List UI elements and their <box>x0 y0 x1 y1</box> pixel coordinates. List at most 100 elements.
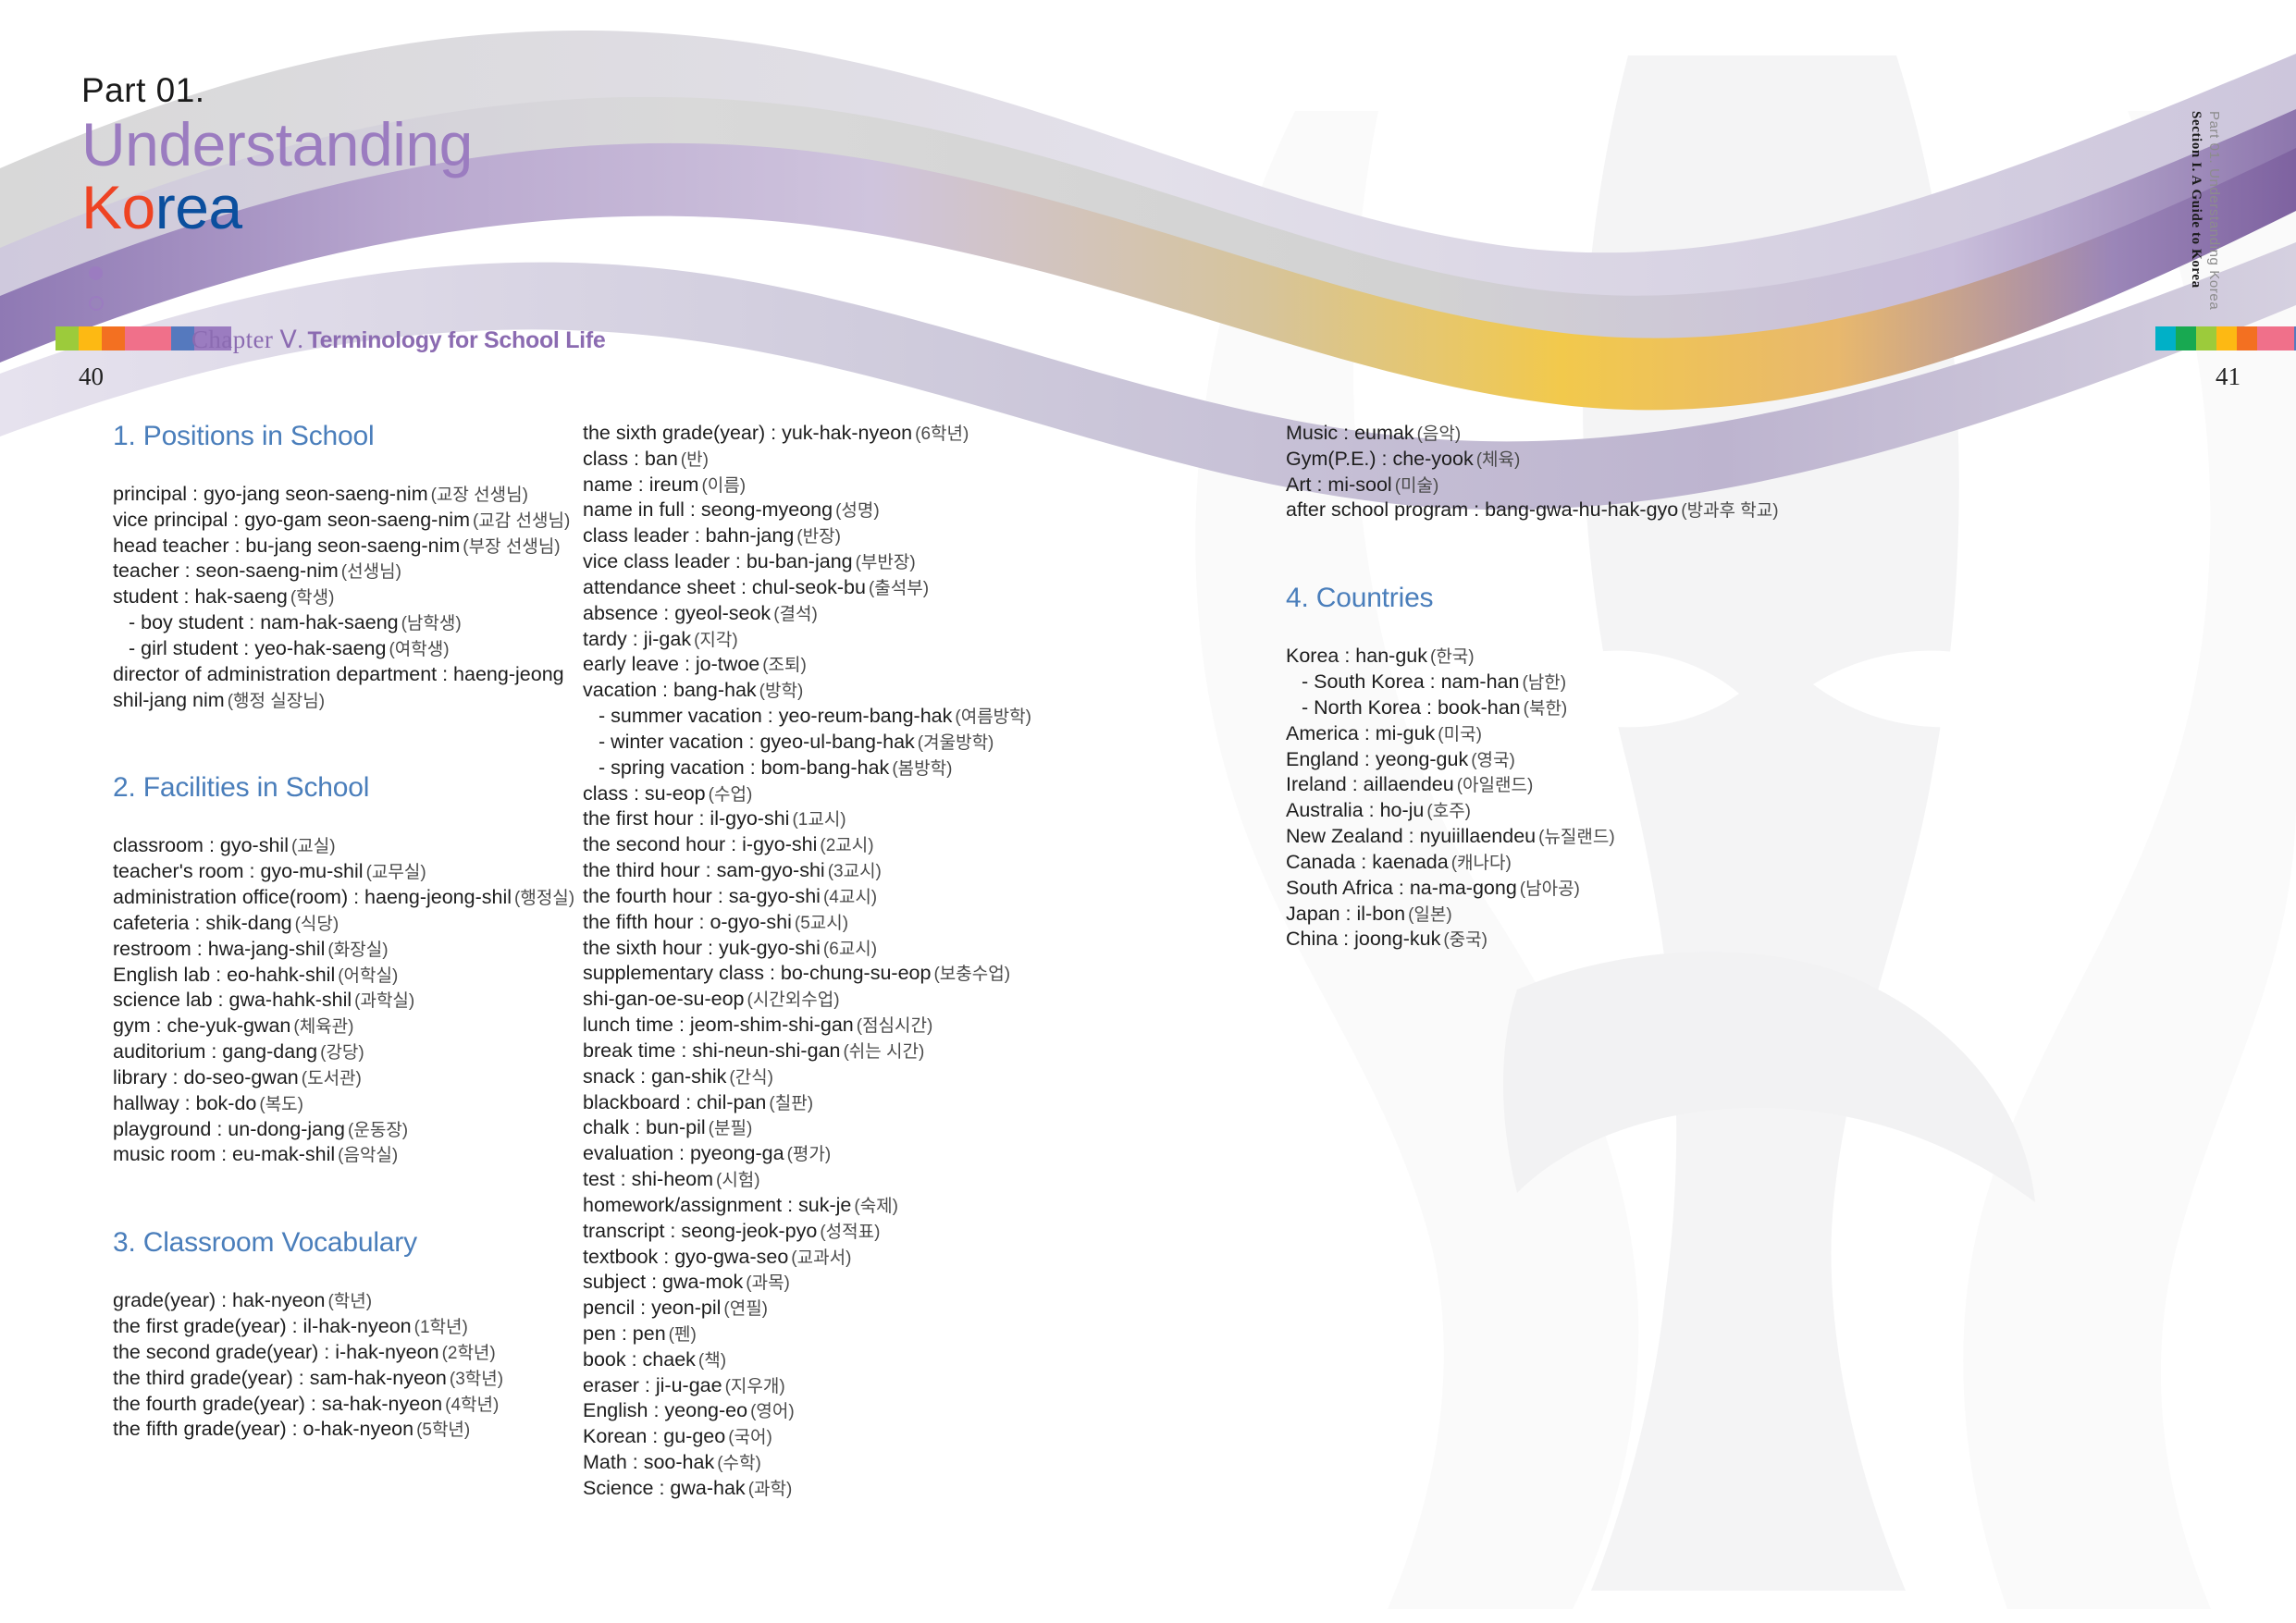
vocabulary-entry: chalk : bun-pil (분필) <box>583 1115 1064 1141</box>
vocabulary-term: name in full : seong-myeong <box>583 498 833 522</box>
page-header: Part 01. Understanding Korea <box>81 71 473 241</box>
vocabulary-term: the first grade(year) : il-hak-nyeon <box>113 1315 412 1338</box>
vocabulary-entry: student : hak-saeng (학생) <box>113 584 585 610</box>
vocabulary-term: gym : che-yuk-gwan <box>113 1014 291 1038</box>
vocabulary-entry: shi-gan-oe-su-eop (시간외수업) <box>583 987 1064 1013</box>
vocabulary-term: America : mi-guk <box>1286 721 1436 744</box>
vocabulary-term: Math : soo-hak <box>583 1451 715 1474</box>
vocabulary-term: Ireland : aillaendeu <box>1286 773 1454 796</box>
vocabulary-hangul: (일본) <box>1408 904 1452 925</box>
vocabulary-term: teacher's room : gyo-mu-shil <box>113 860 364 883</box>
vocabulary-term: principal : gyo-jang seon-saeng-nim <box>113 483 428 505</box>
vocabulary-entry: the fifth hour : o-gyo-shi (5교시) <box>583 910 1064 936</box>
vocabulary-hangul: (운동장) <box>348 1120 409 1140</box>
right-color-swatch-bar <box>2155 326 2296 350</box>
bullet-dots <box>89 266 104 311</box>
vocabulary-term: book : chaek <box>583 1347 696 1371</box>
vocabulary-entry: absence : gyeol-seok (결석) <box>583 601 1064 627</box>
sidebar-section-label: Section I. A Guide to Korea <box>2189 111 2203 289</box>
vocabulary-entry: the sixth hour : yuk-gyo-shi (6교시) <box>583 936 1064 962</box>
vocabulary-hangul: (교실) <box>290 837 336 857</box>
vocabulary-hangul: (6교시) <box>822 939 878 959</box>
vocabulary-term: the third hour : sam-gyo-shi <box>583 859 825 882</box>
vocabulary-entry: Math : soo-hak (수학) <box>583 1450 1064 1476</box>
vocabulary-term: vice principal : gyo-gam seon-saeng-nim <box>113 508 470 531</box>
title-korea-rea: rea <box>154 172 242 241</box>
vocabulary-term: supplementary class : bo-chung-su-eop <box>583 962 932 985</box>
vocabulary-entry: class : su-eop (수업) <box>583 781 1064 807</box>
vocabulary-entry: class leader : bahn-jang (반장) <box>583 523 1064 549</box>
vocabulary-hangul: (1학년) <box>414 1318 468 1338</box>
vocabulary-term: - summer vacation : yeo-reum-bang-hak <box>599 705 953 728</box>
vocabulary-hangul: (보충수업) <box>933 965 1011 985</box>
page-number-right: 41 <box>2216 363 2240 390</box>
vocabulary-term: music room : eu-mak-shil <box>113 1143 336 1166</box>
vocabulary-term: - South Korea : nam-han <box>1302 670 1520 694</box>
vocabulary-hangul: (출석부) <box>868 578 930 598</box>
vocabulary-hangul: (시간외수업) <box>747 990 840 1011</box>
vocabulary-term: the first hour : il-gyo-shi <box>583 807 790 830</box>
vocabulary-entry: break time : shi-neun-shi-gan (쉬는 시간) <box>583 1039 1064 1064</box>
vocabulary-entry: cafeteria : shik-dang (식당) <box>113 911 585 937</box>
content-section: 3. Classroom Vocabulary grade(year) : hak… <box>113 1227 585 1443</box>
vocabulary-entry: director of administration department : … <box>113 662 585 714</box>
vocabulary-term: Art : mi-sool <box>1286 473 1392 496</box>
vocabulary-term: - spring vacation : bom-bang-hak <box>599 756 890 779</box>
content-section: 4. Countries Korea : han-guk (한국) - South K… <box>1286 583 1878 953</box>
page-number-left: 40 <box>79 363 104 390</box>
vocabulary-entry: - spring vacation : bom-bang-hak (봄방학) <box>583 756 1064 781</box>
vocabulary-entry: the second grade(year) : i-hak-nyeon (2학년… <box>113 1340 585 1366</box>
swatch <box>2155 326 2176 350</box>
vocabulary-hangul: (점심시간) <box>856 1016 933 1037</box>
vocabulary-hangul: (2교시) <box>820 836 874 856</box>
vocabulary-term: vice class leader : bu-ban-jang <box>583 550 853 573</box>
content-column-1: 1. Positions in School principal : gyo-ja… <box>113 421 585 1443</box>
vocabulary-term: after school program : bang-gwa-hu-hak-g… <box>1286 498 1679 522</box>
vocabulary-entry: blackboard : chil-pan (칠판) <box>583 1090 1064 1116</box>
vocabulary-entry: the third grade(year) : sam-hak-nyeon (3학… <box>113 1366 585 1392</box>
content-column-3: Music : eumak (음악) Gym(P.E.) : che-yook (체육… <box>1286 421 1878 953</box>
vocabulary-hangul: (교무실) <box>365 863 426 883</box>
vocabulary-entry: library : do-seo-gwan (도서관) <box>113 1065 585 1091</box>
vocabulary-entry: snack : gan-shik (간식) <box>583 1064 1064 1090</box>
vocabulary-term: pen : pen <box>583 1322 666 1345</box>
vocabulary-term: pencil : yeon-pil <box>583 1297 722 1320</box>
vocabulary-term: science lab : gwa-hahk-shil <box>113 989 352 1012</box>
vocabulary-term: - North Korea : book-han <box>1302 695 1521 719</box>
vocabulary-term: Music : eumak <box>1286 422 1414 444</box>
vocabulary-term: vacation : bang-hak <box>583 679 757 702</box>
vocabulary-term: Gym(P.E.) : che-yook <box>1286 447 1474 470</box>
vocabulary-term: teacher : seon-saeng-nim <box>113 559 339 583</box>
chapter-title-label: Terminology for School Life <box>307 327 606 353</box>
vocabulary-term: early leave : jo-twoe <box>583 653 760 676</box>
vocabulary-hangul: (반장) <box>796 527 841 547</box>
swatch <box>2196 326 2216 350</box>
vocabulary-entry: principal : gyo-jang seon-saeng-nim (교장 선… <box>113 482 585 508</box>
sidebar-running-head: Section I. A Guide to Korea Part 01. Und… <box>2188 111 2222 324</box>
vocabulary-hangul: (영어) <box>750 1402 795 1422</box>
vocabulary-hangul: (학생) <box>290 588 335 609</box>
vocabulary-entry: the third hour : sam-gyo-shi (3교시) <box>583 858 1064 884</box>
vocabulary-term: Japan : il-bon <box>1286 902 1406 925</box>
chapter-number-label: Chapter Ⅴ. <box>191 326 304 353</box>
vocabulary-entry: test : shi-heom (시험) <box>583 1167 1064 1193</box>
vocabulary-hangul: (성명) <box>835 501 880 522</box>
page-title: Understanding Korea <box>81 113 473 241</box>
vocabulary-term: name : ireum <box>583 473 699 496</box>
part-label: Part 01. <box>81 71 205 109</box>
vocabulary-entry: English lab : eo-hahk-shil (어학실) <box>113 963 585 989</box>
vocabulary-hangul: (반) <box>680 449 709 470</box>
vocabulary-entry: America : mi-guk (미국) <box>1286 721 1878 747</box>
vocabulary-hangul: (평가) <box>786 1145 832 1165</box>
vocabulary-entry: Gym(P.E.) : che-yook (체육) <box>1286 447 1878 473</box>
vocabulary-term: subject : gwa-mok <box>583 1271 744 1294</box>
vocabulary-entry: textbook : gyo-gwa-seo (교과서) <box>583 1245 1064 1271</box>
vocabulary-term: China : joong-kuk <box>1286 928 1441 951</box>
vocabulary-hangul: (남아공) <box>1519 879 1580 899</box>
vocabulary-hangul: (복도) <box>259 1094 303 1114</box>
section-heading: 3. Classroom Vocabulary <box>113 1227 417 1259</box>
vocabulary-term: homework/assignment : suk-je <box>583 1193 852 1216</box>
vocabulary-hangul: (한국) <box>1430 647 1475 668</box>
vocabulary-entry: - winter vacation : gyeo-ul-bang-hak (겨울방… <box>583 730 1064 756</box>
vocabulary-entry: vice class leader : bu-ban-jang (부반장) <box>583 549 1064 575</box>
